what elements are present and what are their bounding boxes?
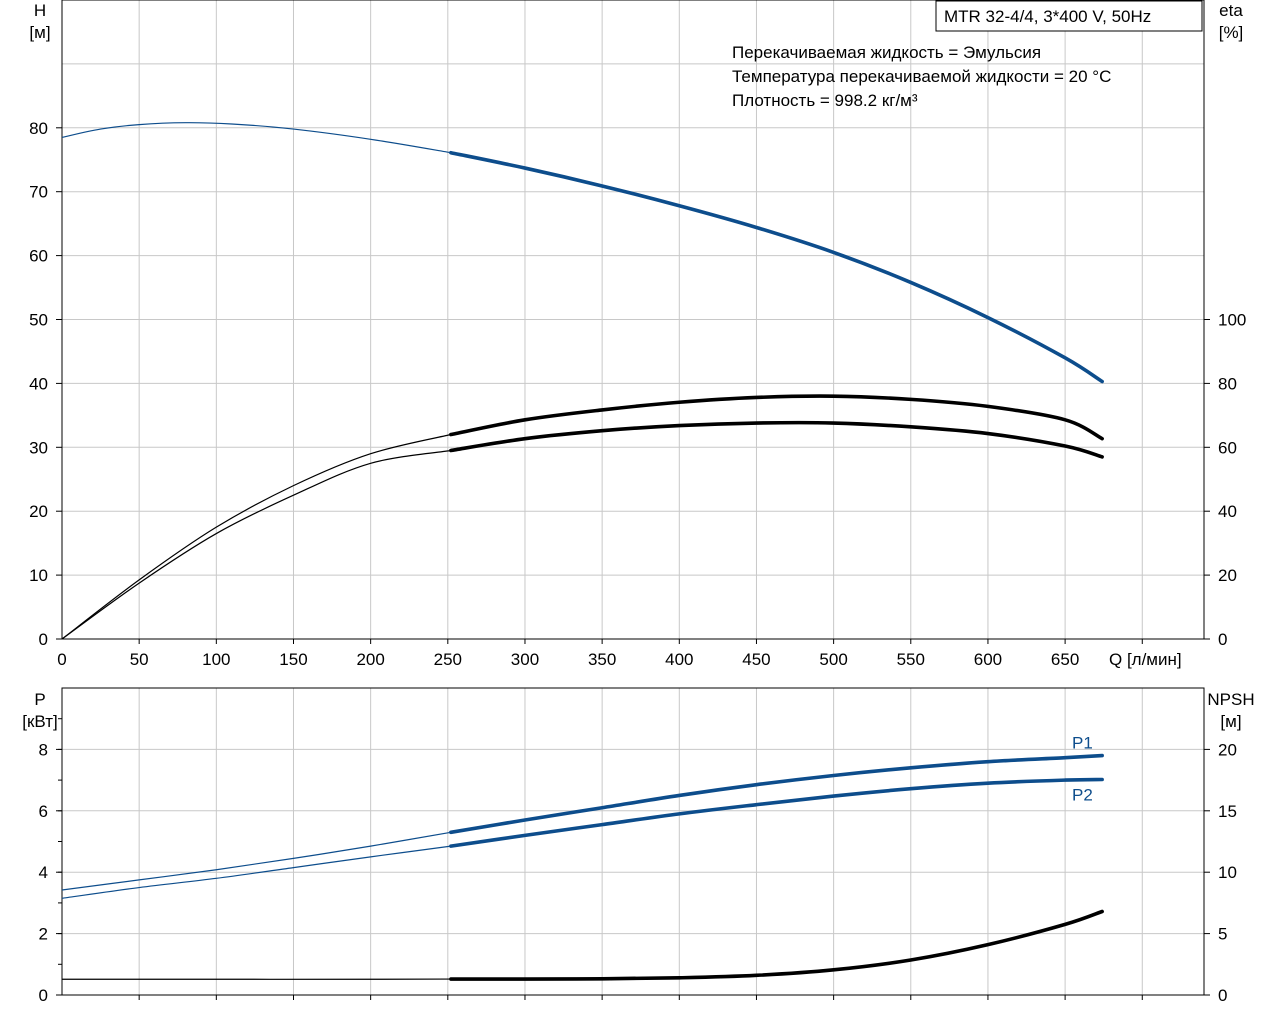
y-left-tick-label: 8 (39, 740, 48, 759)
x-tick-label: 100 (202, 650, 230, 669)
fluid-info-annotation: Перекачиваемая жидкость = Эмульсия (732, 43, 1041, 62)
head-efficiency-panel: 0 10 20 30 40 50 60 70 80 0 20 40 60 80 100 H [м] eta [%] 0… (29, 0, 1246, 669)
series-eta-pump-thin (61, 433, 452, 640)
x-tick-label: 300 (511, 650, 539, 669)
series-P1-thin (61, 831, 452, 891)
y-left-tick-label: 6 (39, 802, 48, 821)
series-P2-thin (61, 845, 451, 899)
series-eta-total-duty (449, 420, 1104, 459)
y-left-tick-label: 20 (29, 502, 48, 521)
series-eta-total-thin (61, 449, 451, 640)
series-label-P1: P1 (1072, 734, 1093, 753)
y-right-axis-label: NPSH (1207, 690, 1254, 709)
y-left-tick-label: 80 (29, 119, 48, 138)
series-H-duty (449, 150, 1104, 384)
x-tick-label: 50 (130, 650, 149, 669)
y-left-axis-label: H (34, 1, 46, 20)
chart-title: MTR 32-4/4, 3*400 V, 50Hz (944, 7, 1151, 26)
x-tick-label: 200 (356, 650, 384, 669)
plot-frame (61, 687, 1205, 996)
y-left-axis-unit: [кВт] (22, 712, 57, 731)
y-left-tick-label: 4 (39, 863, 48, 882)
fluid-info-annotation: Температура перекачиваемой жидкости = 20… (732, 67, 1111, 86)
x-tick-label: 600 (974, 650, 1002, 669)
x-axis-label: Q [л/мин] (1109, 650, 1182, 669)
x-tick-label: 150 (279, 650, 307, 669)
y-right-axis-unit: [м] (1220, 712, 1241, 731)
x-tick-label: 650 (1051, 650, 1079, 669)
y-left-axis-unit: [м] (29, 23, 50, 42)
x-tick-label: 550 (897, 650, 925, 669)
x-tick-label: 500 (819, 650, 847, 669)
title-box (935, 0, 1203, 32)
x-tick-label: 0 (57, 650, 66, 669)
series-P1-duty (449, 753, 1104, 835)
y-left-tick-label: 70 (29, 183, 48, 202)
y-right-tick-label: 80 (1218, 374, 1237, 393)
y-left-axis-label: P (34, 690, 45, 709)
y-right-tick-label: 10 (1218, 863, 1237, 882)
y-right-tick-label: 15 (1218, 802, 1237, 821)
series-H-thin (61, 122, 451, 154)
y-left-tick-label: 40 (29, 374, 48, 393)
y-left-tick-label: 0 (39, 630, 48, 649)
series-eta-pump-duty (449, 394, 1104, 441)
y-left-tick-label: 0 (39, 986, 48, 1005)
x-tick-label: 450 (742, 650, 770, 669)
y-left-tick-label: 30 (29, 438, 48, 457)
power-npsh-panel: 0 2 4 6 8 0 5 10 15 20 P [кВт] NPSH [м] P1 P2 (22, 687, 1255, 1005)
y-left-tick-label: 50 (29, 311, 48, 330)
y-right-tick-label: 60 (1218, 438, 1237, 457)
y-right-tick-label: 40 (1218, 502, 1237, 521)
y-right-axis-label: eta (1219, 1, 1243, 20)
y-left-tick-label: 2 (39, 925, 48, 944)
series-NPSH-duty (449, 909, 1104, 981)
y-right-axis-unit: [%] (1219, 23, 1244, 42)
y-right-tick-label: 20 (1218, 566, 1237, 585)
x-tick-label: 250 (434, 650, 462, 669)
x-tick-label: 350 (588, 650, 616, 669)
fluid-info-annotation: Плотность = 998.2 кг/м³ (732, 91, 918, 110)
series-label-P2: P2 (1072, 785, 1093, 804)
y-right-tick-label: 0 (1218, 986, 1227, 1005)
y-right-tick-label: 20 (1218, 740, 1237, 759)
y-left-tick-label: 10 (29, 566, 48, 585)
y-right-tick-label: 100 (1218, 311, 1246, 330)
y-right-tick-label: 5 (1218, 925, 1227, 944)
series-P2-duty (449, 777, 1104, 848)
x-tick-label: 400 (665, 650, 693, 669)
y-right-tick-label: 0 (1218, 630, 1227, 649)
y-left-tick-label: 60 (29, 247, 48, 266)
